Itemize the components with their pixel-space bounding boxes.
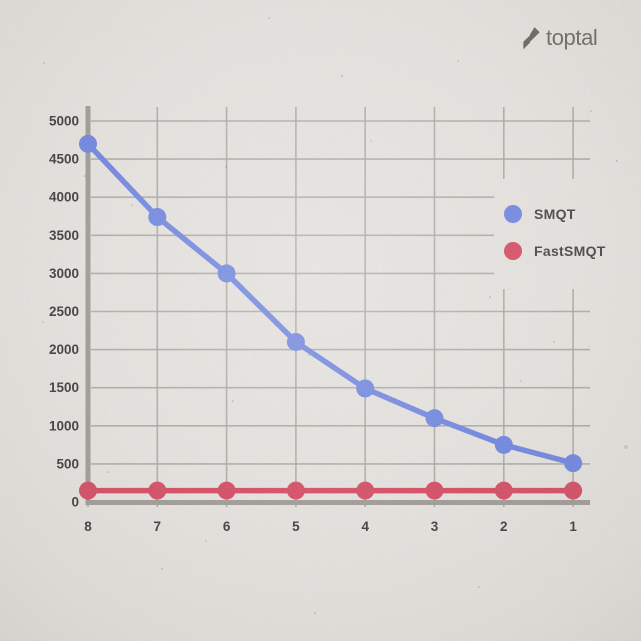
data-point-fastsmqt: [286, 481, 305, 500]
x-tick-label: 4: [361, 519, 369, 534]
legend-swatch-fastsmqt: [504, 242, 522, 260]
data-point-fastsmqt: [425, 481, 444, 500]
data-point-fastsmqt: [148, 481, 167, 500]
legend-label: FastSMQT: [534, 243, 606, 259]
x-tick-label: 2: [500, 519, 508, 534]
data-point-fastsmqt: [564, 481, 583, 500]
x-axis-labels: 8 7 6 5 4 3 2 1: [84, 519, 577, 534]
y-tick-label: 1500: [49, 380, 79, 395]
data-point-fastsmqt: [79, 481, 97, 500]
legend-item-smqt: SMQT: [504, 205, 576, 223]
toptal-logo: toptal: [522, 25, 598, 50]
data-point-fastsmqt: [494, 481, 513, 500]
data-point-smqt: [217, 264, 236, 283]
y-tick-label: 500: [56, 456, 79, 471]
x-tick-label: 6: [223, 519, 231, 534]
y-tick-label: 2000: [49, 342, 79, 357]
y-tick-label: 3000: [49, 266, 79, 281]
legend-item-fastsmqt: FastSMQT: [504, 242, 606, 260]
toptal-logo-icon: [522, 26, 541, 50]
logo-text: toptal: [546, 25, 598, 50]
y-tick-label: 4500: [49, 152, 79, 167]
data-point-smqt: [148, 208, 167, 227]
y-tick-label: 3500: [49, 228, 79, 243]
legend-label: SMQT: [534, 206, 576, 222]
x-tick-label: 3: [431, 519, 439, 534]
data-point-smqt: [79, 134, 97, 153]
x-tick-label: 1: [569, 519, 577, 534]
series-fastsmqt: [79, 481, 583, 500]
data-point-smqt: [356, 379, 375, 398]
y-tick-label: 2500: [49, 304, 79, 319]
data-point-smqt: [494, 435, 513, 454]
chart-legend: SMQT FastSMQT: [494, 179, 612, 289]
y-axis-labels: 0 500 1000 1500 2000 2500 3000 3500 4000 4500 5000: [49, 114, 79, 510]
data-point-smqt: [564, 454, 583, 473]
data-point-fastsmqt: [356, 481, 375, 500]
x-tick-label: 7: [154, 519, 162, 534]
data-point-smqt: [425, 409, 444, 428]
y-tick-label: 5000: [49, 114, 79, 129]
y-tick-label: 1000: [49, 418, 79, 433]
x-tick-label: 5: [292, 519, 300, 534]
legend-swatch-smqt: [504, 205, 522, 223]
y-tick-label: 0: [71, 495, 79, 510]
y-tick-label: 4000: [49, 190, 79, 205]
data-point-smqt: [286, 332, 305, 351]
x-tick-label: 8: [84, 519, 92, 534]
data-point-fastsmqt: [217, 481, 236, 500]
